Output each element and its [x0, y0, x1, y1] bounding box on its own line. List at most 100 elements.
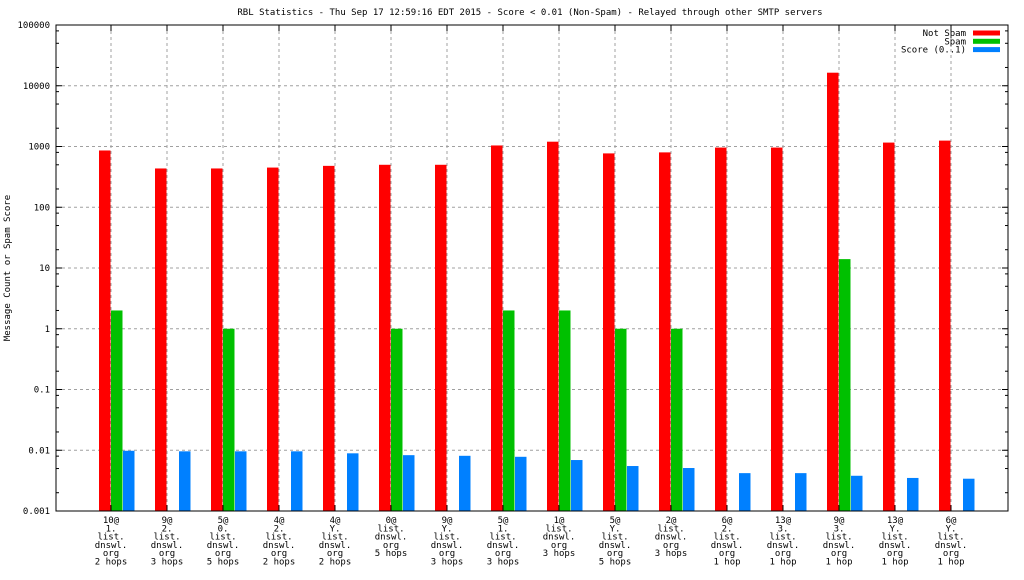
- x-tick-label: org: [663, 541, 679, 551]
- bar-score: [515, 456, 527, 511]
- x-tick-label: 2.: [274, 524, 285, 534]
- x-tick-label: dnswl.: [823, 541, 856, 551]
- bar-not-spam: [771, 147, 783, 511]
- x-tick-label: dnswl.: [655, 533, 688, 543]
- y-tick-label: 0.1: [34, 386, 50, 396]
- x-tick-label: dnswl.: [879, 541, 912, 551]
- legend-label: Score (0..1): [901, 46, 966, 56]
- x-tick-label: list.: [825, 533, 852, 543]
- x-tick-label: 2@: [666, 516, 677, 526]
- x-tick-label: Y.: [330, 524, 341, 534]
- x-tick-label: 4@: [330, 516, 341, 526]
- x-tick-label: list.: [433, 533, 460, 543]
- x-tick-label: 3 hops: [487, 558, 520, 568]
- x-tick-label: list.: [209, 533, 236, 543]
- bar-score: [179, 451, 191, 511]
- x-tick-label: 2.: [162, 524, 173, 534]
- bar-score: [627, 466, 639, 511]
- x-tick-label: 3 hops: [431, 558, 464, 568]
- x-tick-label: 5@: [498, 516, 509, 526]
- bar-not-spam: [435, 164, 447, 511]
- x-tick-label: 1 hop: [937, 558, 964, 568]
- x-tick-label: 13@: [775, 516, 792, 526]
- bar-spam: [111, 310, 123, 511]
- bar-not-spam: [883, 142, 895, 512]
- x-tick-label: list.: [713, 533, 740, 543]
- y-tick-label: 10000: [23, 82, 50, 92]
- bar-score: [291, 451, 303, 511]
- y-tick-label: 0.01: [28, 446, 50, 456]
- x-tick-label: org: [383, 541, 399, 551]
- x-tick-label: 3 hops: [151, 558, 184, 568]
- x-tick-label: list.: [881, 533, 908, 543]
- x-tick-label: org: [831, 549, 847, 559]
- x-tick-label: Y.: [890, 524, 901, 534]
- x-tick-label: org: [775, 549, 791, 559]
- x-tick-label: 6@: [946, 516, 957, 526]
- x-tick-label: 5 hops: [375, 549, 408, 559]
- y-tick-label: 1000: [28, 143, 50, 153]
- x-tick-label: org: [215, 549, 231, 559]
- bar-not-spam: [491, 145, 503, 512]
- bar-score: [403, 455, 415, 511]
- legend-swatch: [973, 38, 1000, 44]
- bar-spam: [839, 259, 851, 511]
- legend-label: Spam: [944, 37, 966, 47]
- x-tick-label: org: [439, 549, 455, 559]
- x-tick-label: 2 hops: [263, 558, 296, 568]
- x-tick-label: 2 hops: [319, 558, 352, 568]
- bar-spam: [223, 328, 235, 511]
- x-tick-label: org: [943, 549, 959, 559]
- x-tick-label: 0.: [218, 524, 229, 534]
- bar-not-spam: [99, 150, 111, 511]
- bar-spam: [671, 328, 683, 511]
- bar-not-spam: [211, 168, 223, 511]
- x-tick-label: Y.: [946, 524, 957, 534]
- bar-not-spam: [379, 164, 391, 511]
- x-tick-label: 3 hops: [655, 549, 688, 559]
- x-tick-label: dnswl.: [711, 541, 744, 551]
- bar-score: [235, 451, 247, 511]
- grid: [56, 25, 1008, 511]
- x-tick-label: 2.: [722, 524, 733, 534]
- x-tick-label: 1 hop: [713, 558, 740, 568]
- x-tick-label: 1.: [498, 524, 509, 534]
- x-tick-label: 6@: [722, 516, 733, 526]
- x-tick-label: 5@: [610, 516, 621, 526]
- legend-swatch: [973, 30, 1000, 36]
- bar-not-spam: [323, 165, 335, 511]
- bar-score: [459, 455, 471, 511]
- x-tick-label: 10@: [103, 516, 120, 526]
- bars: [99, 72, 975, 512]
- x-tick-label: org: [271, 549, 287, 559]
- x-tick-label: dnswl.: [375, 533, 408, 543]
- x-tick-label: 1@: [554, 516, 565, 526]
- x-tick-label: dnswl.: [767, 541, 800, 551]
- y-axis-label: Message Count or Spam Score: [3, 195, 13, 341]
- bar-score: [683, 468, 695, 511]
- bar-score: [739, 473, 751, 511]
- x-tick-label: list.: [265, 533, 292, 543]
- x-tick-label: 4@: [274, 516, 285, 526]
- y-tick-label: 100: [34, 203, 50, 213]
- x-tick-label: 9@: [162, 516, 173, 526]
- x-tick-label: list.: [657, 524, 684, 534]
- bar-score: [907, 477, 919, 511]
- axes: 0.0010.010.111010010001000010000010@1.li…: [17, 21, 1008, 568]
- x-tick-label: org: [551, 541, 567, 551]
- x-tick-label: org: [159, 549, 175, 559]
- x-tick-label: 2 hops: [95, 558, 128, 568]
- y-tick-label: 0.001: [23, 507, 50, 517]
- x-tick-label: 3 hops: [543, 549, 576, 559]
- x-tick-label: list.: [97, 533, 124, 543]
- x-tick-label: list.: [601, 533, 628, 543]
- bar-score: [851, 475, 863, 511]
- x-tick-label: dnswl.: [263, 541, 296, 551]
- bar-not-spam: [659, 152, 671, 512]
- x-tick-label: list.: [769, 533, 796, 543]
- x-tick-label: org: [719, 549, 735, 559]
- bar-not-spam: [715, 147, 727, 511]
- bar-spam: [503, 310, 515, 511]
- x-tick-label: org: [607, 549, 623, 559]
- x-tick-label: dnswl.: [935, 541, 968, 551]
